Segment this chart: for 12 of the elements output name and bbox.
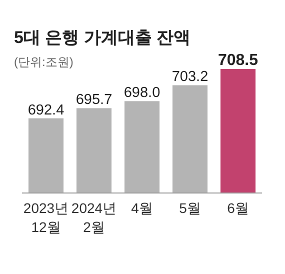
x-tick-label: 4월 — [131, 200, 153, 216]
data-label: 695.7 — [76, 92, 112, 108]
chart-title: 5대 은행 가계대출 잔액 — [14, 28, 191, 47]
x-tick-label: 2023년 12월 — [23, 200, 69, 235]
x-tick-label: 2024년 2월 — [71, 200, 117, 235]
x-tick-label: 5월 — [179, 200, 201, 216]
chart-subtitle: (단위:조원) — [14, 55, 74, 69]
x-tick-label: 6월 — [227, 200, 249, 216]
data-label: 698.0 — [124, 85, 160, 102]
data-label: 703.2 — [172, 69, 208, 86]
data-label: 692.4 — [28, 102, 64, 118]
data-label: 708.5 — [218, 52, 258, 69]
